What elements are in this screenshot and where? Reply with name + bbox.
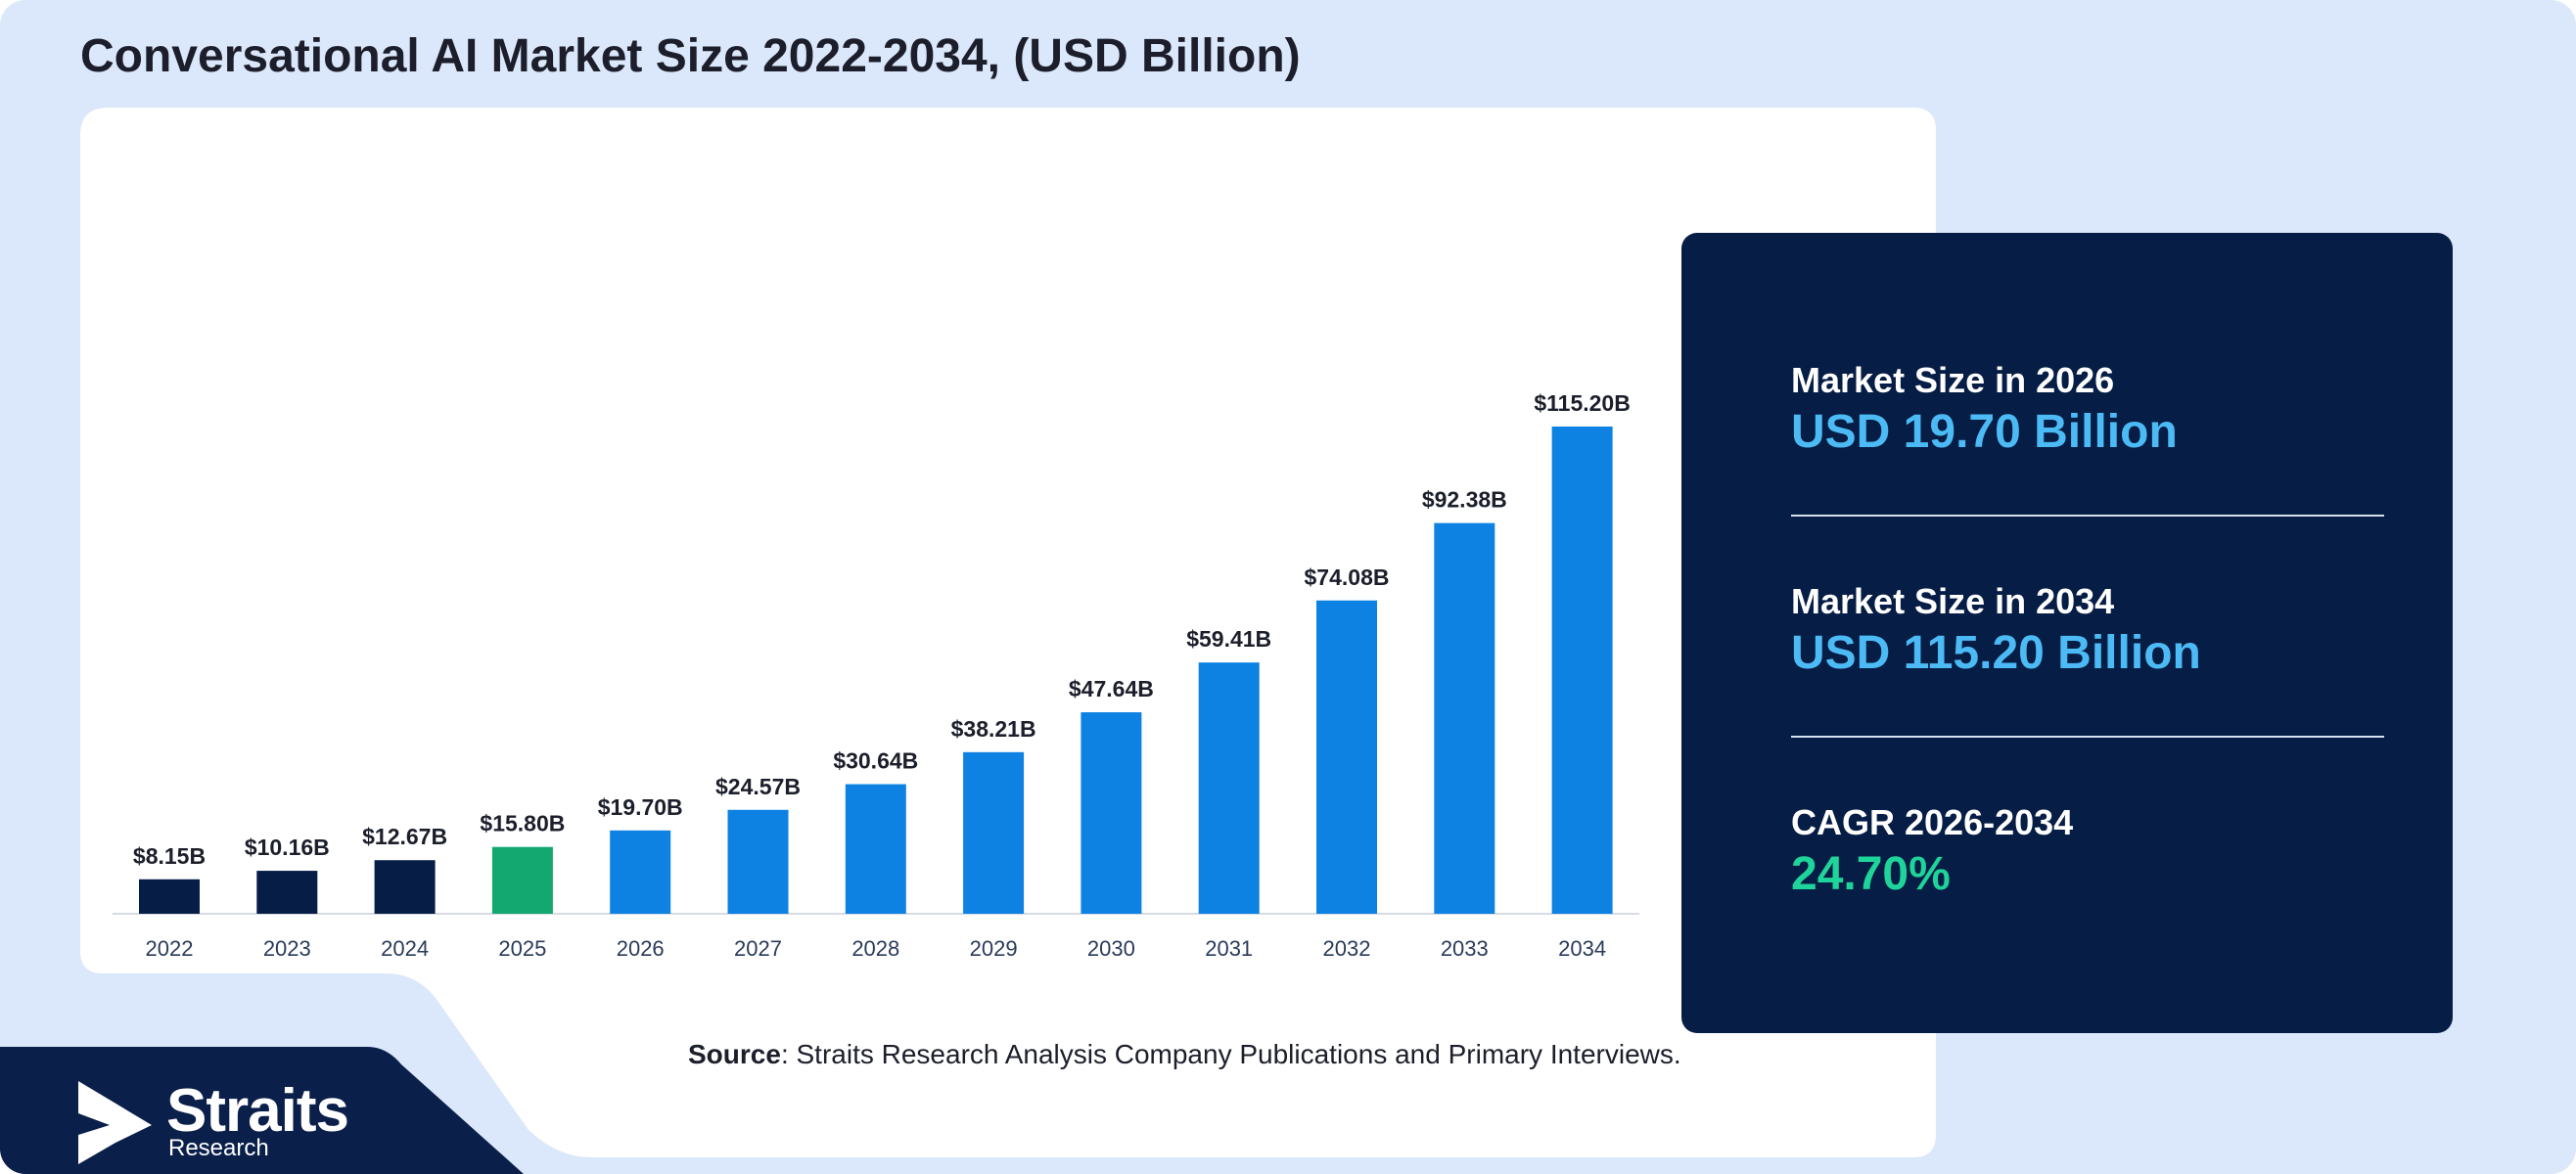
x-tick-label: 2026 — [617, 936, 665, 961]
bar-value-label: $19.70B — [598, 794, 683, 820]
bar-value-label: $59.41B — [1186, 626, 1271, 652]
bar-2032 — [1316, 600, 1377, 914]
bar-2027 — [727, 809, 789, 914]
stat-divider — [1791, 515, 2384, 517]
bar-value-label: $30.64B — [833, 748, 918, 774]
bar-value-label: $38.21B — [951, 716, 1036, 742]
source-text: : Straits Research Analysis Company Publ… — [780, 1039, 1681, 1069]
x-tick-label: 2025 — [498, 936, 546, 961]
source-label: Source — [688, 1039, 781, 1069]
bar-value-label: $15.80B — [480, 811, 565, 836]
stat-cagr-label: CAGR 2026-2034 — [1791, 802, 2074, 842]
stat-cagr-value: 24.70% — [1791, 848, 1951, 900]
bar-value-label: $74.08B — [1305, 564, 1390, 590]
x-tick-label: 2030 — [1087, 936, 1135, 961]
logo-background — [0, 1047, 524, 1174]
bar-2028 — [845, 784, 906, 914]
x-tick-label: 2028 — [851, 936, 899, 961]
bar-2025 — [491, 846, 553, 914]
logo-mark-icon — [78, 1081, 152, 1164]
bar-2026 — [610, 830, 671, 914]
bar-value-label: $92.38B — [1422, 487, 1507, 513]
stat-size-2026-label: Market Size in 2026 — [1791, 360, 2115, 400]
source-note: Source: Straits Research Analysis Compan… — [688, 1039, 1681, 1070]
x-tick-label: 2031 — [1205, 936, 1253, 961]
bar-2023 — [256, 871, 318, 914]
bar-value-label: $24.57B — [715, 774, 801, 799]
bar-value-label: $115.20B — [1534, 390, 1630, 416]
x-tick-label: 2032 — [1323, 936, 1371, 961]
bar-2033 — [1434, 522, 1495, 914]
x-tick-label: 2033 — [1441, 936, 1489, 961]
stats-panel: Market Size in 2026 USD 19.70 Billion Ma… — [1681, 233, 2453, 1033]
stat-size-2034-label: Market Size in 2034 — [1791, 581, 2115, 621]
stat-size-2026-value: USD 19.70 Billion — [1791, 406, 2178, 458]
x-tick-label: 2023 — [263, 936, 311, 961]
logo-wordmark: Straits — [166, 1077, 349, 1145]
x-tick-label: 2022 — [146, 936, 194, 961]
bar-value-label: $12.67B — [362, 824, 447, 849]
bar-2029 — [963, 751, 1025, 914]
x-tick-label: 2034 — [1558, 936, 1606, 961]
bar-2030 — [1081, 712, 1142, 914]
stat-size-2034: Market Size in 2034 USD 115.20 Billion — [1791, 581, 2201, 680]
stat-divider — [1791, 736, 2384, 738]
bar-2024 — [374, 860, 436, 914]
stat-size-2026: Market Size in 2026 USD 19.70 Billion — [1791, 360, 2178, 459]
bar-value-label: $47.64B — [1069, 676, 1154, 701]
chart-title: Conversational AI Market Size 2022-2034,… — [80, 30, 1301, 82]
stat-size-2034-value: USD 115.20 Billion — [1791, 627, 2201, 679]
bar-value-label: $8.15B — [133, 843, 206, 869]
x-tick-label: 2024 — [381, 936, 429, 961]
stat-cagr: CAGR 2026-2034 24.70% — [1791, 802, 2073, 901]
bar-value-label: $10.16B — [245, 835, 330, 860]
x-tick-label: 2027 — [734, 936, 782, 961]
logo-subtitle: Research — [168, 1135, 269, 1161]
x-tick-label: 2029 — [970, 936, 1018, 961]
bar-2022 — [139, 879, 200, 914]
bar-2034 — [1551, 427, 1613, 914]
bar-2031 — [1198, 662, 1260, 914]
